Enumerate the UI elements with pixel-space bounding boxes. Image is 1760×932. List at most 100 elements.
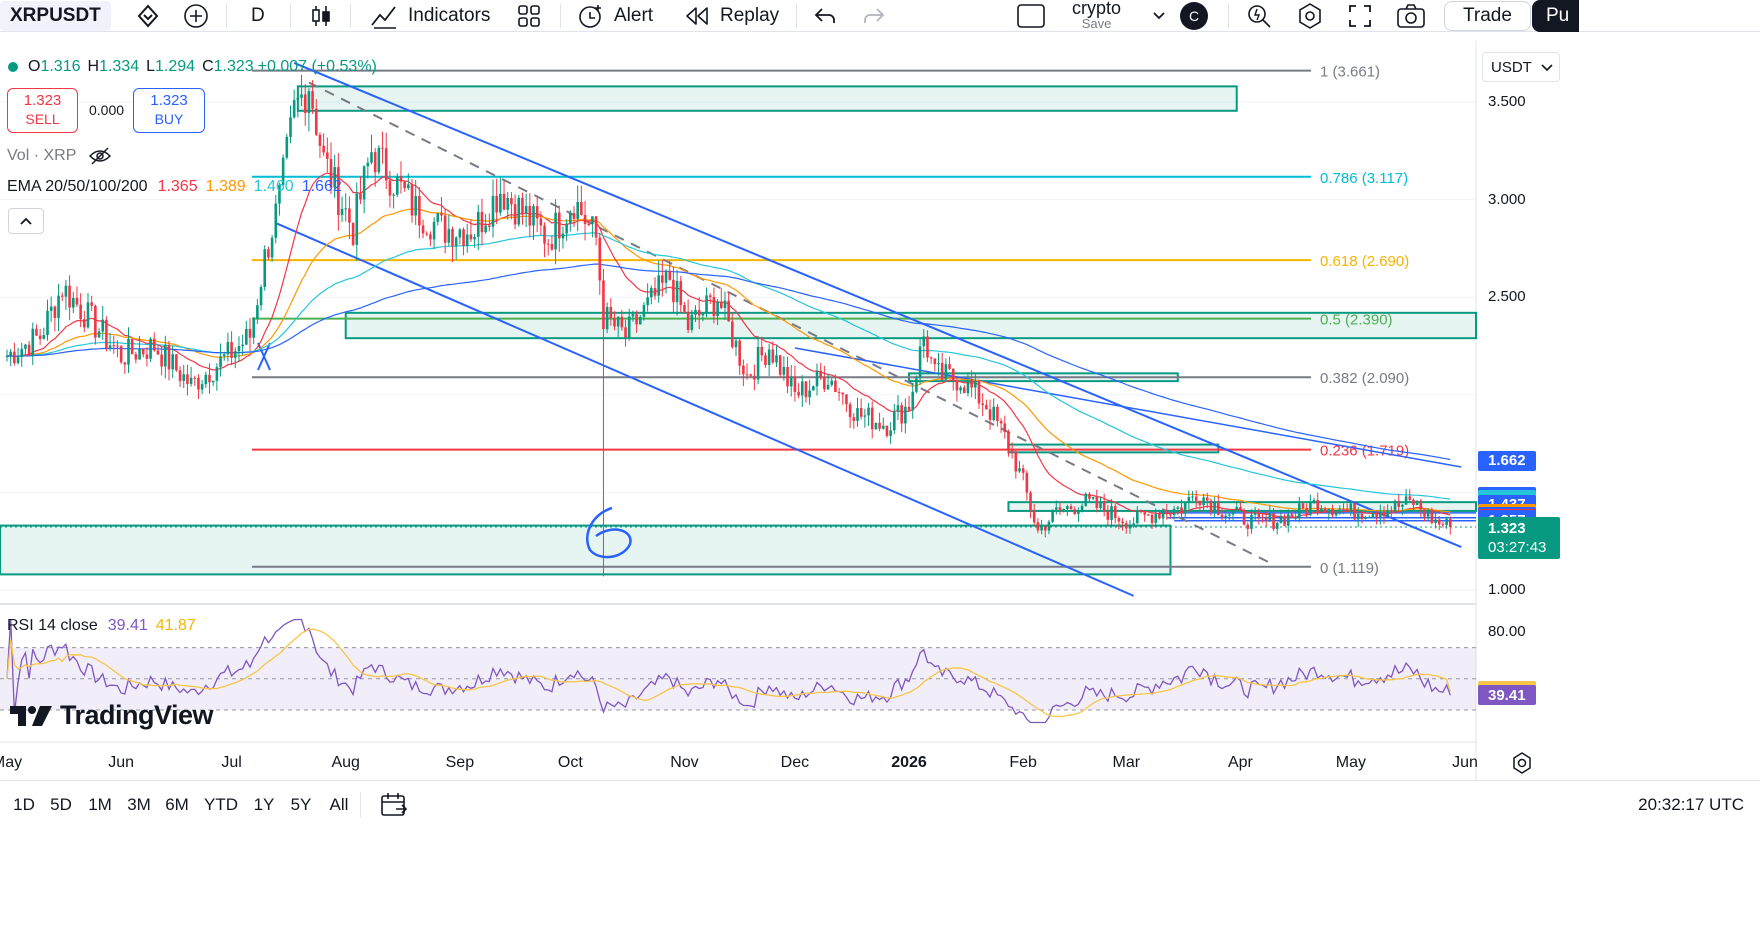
ema-line-50 xyxy=(6,208,1451,513)
time-tick-label: Jun xyxy=(1452,754,1478,771)
templates-icon[interactable] xyxy=(516,0,542,32)
user-avatar[interactable]: C xyxy=(1180,0,1208,32)
publish-button[interactable]: Pu xyxy=(1532,0,1580,32)
eye-hidden-icon[interactable] xyxy=(88,146,112,166)
candle-body xyxy=(970,380,973,388)
candle-body xyxy=(1231,511,1235,515)
candle-body xyxy=(506,198,510,210)
candle-body xyxy=(1158,513,1161,519)
sell-button[interactable]: 1.323 SELL xyxy=(7,88,78,133)
candle-body xyxy=(454,237,458,247)
candle-body xyxy=(1286,514,1290,526)
utc-clock[interactable]: 20:32:17 UTC xyxy=(1638,795,1744,814)
rsi-legend[interactable]: RSI 14 close 39.41 41.87 xyxy=(7,617,196,635)
range-button-6m[interactable]: 6M xyxy=(165,795,189,814)
candle-body xyxy=(929,357,933,359)
candle-body xyxy=(1051,509,1054,522)
symbol-type-icon[interactable] xyxy=(136,0,160,32)
candle-body xyxy=(686,311,690,330)
candle-body xyxy=(204,374,208,385)
candle-body xyxy=(719,301,723,309)
cross-marker xyxy=(257,342,271,371)
range-button-1d[interactable]: 1D xyxy=(13,795,35,814)
range-button-all[interactable]: All xyxy=(329,795,349,814)
redo-icon[interactable] xyxy=(862,0,886,32)
candle-body xyxy=(767,349,771,366)
quick-search-icon[interactable] xyxy=(1246,0,1272,32)
candle-body xyxy=(1150,514,1154,523)
candle-body xyxy=(771,349,775,363)
candle-body xyxy=(458,229,462,238)
range-button-1m[interactable]: 1M xyxy=(88,795,112,814)
candle-body xyxy=(1382,512,1386,517)
candle-body xyxy=(1338,508,1342,513)
candle-body xyxy=(1309,502,1312,515)
undo-icon[interactable] xyxy=(813,0,837,32)
replay-button[interactable]: Replay xyxy=(684,0,779,32)
buy-button[interactable]: 1.323 BUY xyxy=(133,88,205,133)
candle-body xyxy=(911,391,915,411)
candle-body xyxy=(521,197,524,214)
candle-body xyxy=(819,370,822,378)
currency-select[interactable]: USDT xyxy=(1482,52,1560,82)
candle-body xyxy=(395,176,399,195)
chevron-down-icon[interactable] xyxy=(1152,0,1166,32)
tradingview-logo[interactable]: TradingView xyxy=(10,700,214,731)
layout-select-icon[interactable] xyxy=(1016,0,1046,32)
candle-body xyxy=(108,345,112,349)
candle-body xyxy=(1312,500,1316,503)
blank-area xyxy=(0,832,1760,932)
interval-button[interactable]: D xyxy=(251,0,265,32)
candle-body xyxy=(462,229,465,246)
channel-lower-line xyxy=(275,222,1135,597)
candle-body xyxy=(488,225,491,227)
ema-legend[interactable]: EMA 20/50/100/200 1.365 1.389 1.460 1.66… xyxy=(7,178,342,196)
candle-type-icon[interactable] xyxy=(308,0,334,32)
range-button-3m[interactable]: 3M xyxy=(127,795,151,814)
trade-button[interactable]: Trade xyxy=(1444,1,1531,31)
candle-body xyxy=(370,152,373,163)
indicators-button[interactable]: Indicators xyxy=(370,0,490,32)
candle-body xyxy=(1320,508,1323,512)
calendar-icon[interactable] xyxy=(380,792,408,823)
trendline xyxy=(794,347,1462,468)
avatar-letter: C xyxy=(1180,2,1208,30)
indicators-label: Indicators xyxy=(408,5,491,26)
candle-body xyxy=(46,310,49,336)
candle-body xyxy=(631,314,635,317)
settings-gear-icon[interactable] xyxy=(1296,0,1324,32)
candle-body xyxy=(885,425,889,436)
candle-body xyxy=(1426,509,1430,517)
candle-body xyxy=(49,306,53,311)
candle-body xyxy=(959,387,962,391)
candle-body xyxy=(764,355,767,366)
candle-body xyxy=(690,314,694,330)
symbol-name: XRPUSDT xyxy=(10,5,101,26)
fullscreen-icon[interactable] xyxy=(1347,0,1373,32)
candle-body xyxy=(1390,510,1393,512)
camera-icon[interactable] xyxy=(1396,0,1426,32)
range-button-5d[interactable]: 5D xyxy=(50,795,72,814)
candle-body xyxy=(1386,510,1389,517)
candle-body xyxy=(760,346,764,356)
range-button-5y[interactable]: 5Y xyxy=(290,795,312,814)
symbol-search[interactable]: XRPUSDT xyxy=(0,1,111,31)
compare-add-icon[interactable] xyxy=(182,0,210,32)
spread-value: 0.000 xyxy=(89,102,125,118)
range-button-1y[interactable]: 1Y xyxy=(253,795,275,814)
last-price-badge: 1.323 03:27:43 xyxy=(1478,516,1560,559)
time-axis-settings-icon[interactable] xyxy=(1510,751,1534,780)
alert-button[interactable]: Alert xyxy=(576,0,653,32)
candle-body xyxy=(1165,511,1169,515)
collapse-legend-button[interactable] xyxy=(8,208,44,234)
candle-body xyxy=(1228,514,1231,516)
range-button-ytd[interactable]: YTD xyxy=(204,795,238,814)
candle-body xyxy=(694,309,697,315)
candle-body xyxy=(962,387,966,394)
volume-legend[interactable]: Vol · XRP xyxy=(7,146,112,166)
candle-body xyxy=(985,404,988,410)
layout-name-button[interactable]: crypto Save xyxy=(1072,0,1121,32)
time-tick-label: Sep xyxy=(445,754,475,771)
candle-body xyxy=(480,211,484,233)
